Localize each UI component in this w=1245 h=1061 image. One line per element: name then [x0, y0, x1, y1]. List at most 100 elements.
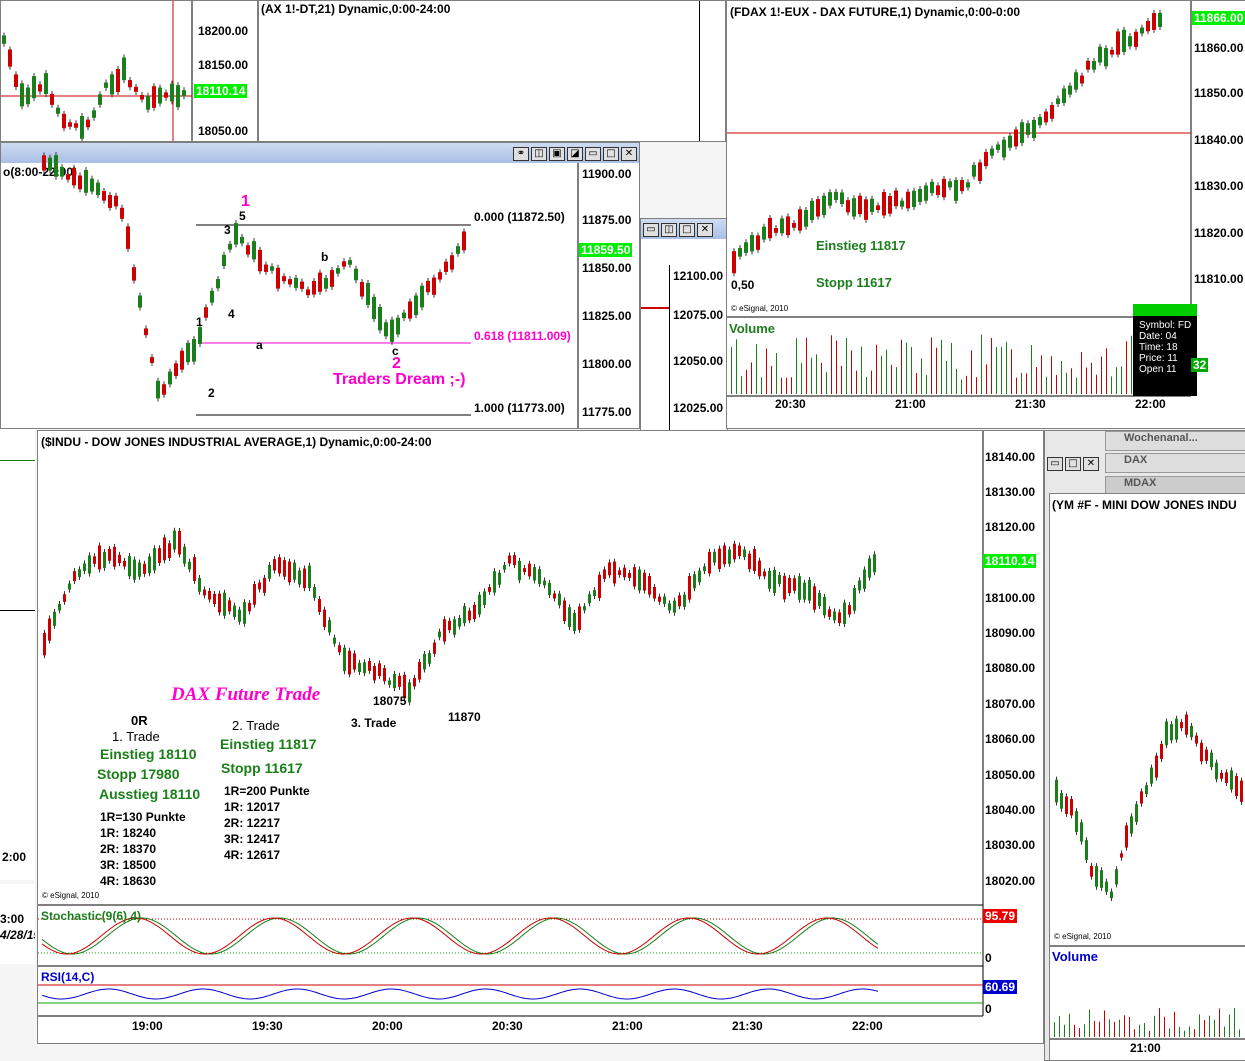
left-edge-time: 2:00: [2, 850, 27, 864]
candle: [833, 611, 836, 621]
candle: [253, 584, 256, 605]
fdax-main-ytick: 11830.00: [1194, 179, 1244, 193]
candle: [438, 272, 442, 280]
candle: [258, 249, 262, 272]
volume-bar: [926, 375, 927, 394]
fib-bot-label: 1.000 (11773.00): [474, 401, 565, 415]
volume-bar: [1234, 1007, 1235, 1037]
r2b: 2R: 12217: [224, 816, 281, 830]
maximize-icon[interactable]: □: [603, 147, 619, 161]
candle: [1225, 772, 1228, 783]
candle: [1140, 791, 1143, 804]
indu-ytick: 18060.00: [985, 732, 1036, 746]
stoch-zero: 0: [985, 951, 992, 965]
candle: [573, 612, 576, 631]
stopp1: Stopp 17980: [97, 766, 180, 782]
candle: [954, 180, 958, 201]
fdax-main-chart[interactable]: (FDAX 1!-EUX - DAX FUTURE,1) Dynamic,0:0…: [726, 0, 1245, 429]
fdax-mid-chart[interactable]: ⚭ ◫ ▣ ◪ ▭ □ ✕ o(8:00-22:00) 0.000 (11872…: [0, 142, 640, 429]
candle: [8, 49, 12, 67]
candle: [218, 593, 221, 613]
candle: [360, 281, 364, 297]
candle: [128, 80, 132, 88]
stoch-value: 95.79: [983, 909, 1018, 923]
volume-bar: [981, 334, 982, 394]
ym-chart[interactable]: (YM #F - MINI DOW JONES INDU © eSignal, …: [1049, 493, 1245, 1060]
maximize-icon[interactable]: □: [679, 223, 695, 237]
candle: [1134, 31, 1138, 47]
candle: [858, 195, 862, 215]
close-icon[interactable]: ✕: [697, 223, 713, 237]
volume-bar: [1066, 372, 1067, 394]
minimize-icon[interactable]: ▭: [1047, 457, 1063, 471]
tab-label: Wochenanal...: [1124, 432, 1198, 444]
candle: [378, 306, 382, 331]
candle: [942, 178, 946, 198]
volume-bar: [1071, 368, 1072, 394]
candle: [1175, 718, 1178, 740]
candle: [996, 144, 1000, 150]
candle: [143, 563, 146, 574]
candle: [176, 85, 180, 108]
candle: [732, 251, 736, 274]
candle: [114, 195, 118, 207]
volume-bar: [1214, 1019, 1215, 1037]
tile-icon[interactable]: ▣: [549, 147, 565, 161]
volume-bar: [971, 350, 972, 394]
volume-bar: [1114, 1021, 1115, 1037]
candle: [183, 546, 186, 564]
candle: [870, 198, 874, 213]
volume-bar: [956, 368, 957, 394]
fit-icon[interactable]: ◪: [567, 147, 583, 161]
link-icon[interactable]: ⚭: [513, 147, 529, 161]
tab-dax[interactable]: DAX: [1105, 453, 1245, 473]
close-icon[interactable]: ✕: [1083, 457, 1099, 471]
candle: [673, 600, 676, 613]
candle: [92, 110, 96, 118]
candle: [728, 549, 731, 564]
candle: [348, 650, 351, 675]
candle: [1095, 866, 1098, 887]
tab-wochenanalyse[interactable]: Wochenanal...: [1105, 431, 1245, 451]
candle: [774, 228, 778, 233]
candle: [192, 339, 196, 362]
dax-small-chart[interactable]: 18200.00 18150.00 18110.14 18050.00: [0, 0, 258, 142]
r1-def: 1R=130 Punkte: [100, 810, 186, 824]
candle: [488, 587, 491, 592]
candle: [748, 553, 751, 570]
restore-icon[interactable]: ◫: [661, 223, 677, 237]
indu-xtick: 19:00: [132, 1019, 163, 1033]
indu-xtick: 21:30: [732, 1019, 763, 1033]
candle: [122, 57, 126, 81]
maximize-icon[interactable]: □: [1065, 457, 1081, 471]
candle: [88, 555, 91, 574]
volume-bar: [931, 337, 932, 394]
volume-bar: [811, 357, 812, 394]
volume-bar: [1104, 1010, 1105, 1037]
close-icon[interactable]: ✕: [621, 147, 637, 161]
restore-icon[interactable]: ◫: [531, 147, 547, 161]
small-mid-chart[interactable]: ▭ ◫ □ ✕ 12100.00 12075.00 12050.00 12025…: [640, 218, 728, 432]
volume-bar: [921, 358, 922, 394]
candle: [593, 590, 596, 596]
indu-chart[interactable]: ($INDU - DOW JONES INDUSTRIAL AVERAGE,1)…: [37, 430, 1044, 1044]
volume-bar: [796, 338, 797, 394]
wave-2-pink: 2: [392, 355, 401, 372]
volume-bar: [1061, 361, 1062, 394]
candle: [768, 570, 771, 589]
minimize-icon[interactable]: ▭: [585, 147, 601, 161]
minimize-icon[interactable]: ▭: [643, 223, 659, 237]
candle: [66, 174, 70, 180]
candle: [80, 116, 84, 139]
candle: [803, 582, 806, 600]
volume-bar: [1134, 1029, 1135, 1037]
candle: [108, 194, 112, 208]
volume-bar: [891, 364, 892, 394]
candle: [668, 603, 671, 611]
indu-ytick: 18140.00: [985, 450, 1036, 464]
rsi-label: RSI(14,C): [41, 970, 95, 984]
candle: [738, 248, 742, 257]
tab-mdax[interactable]: MDAX: [1105, 476, 1245, 494]
right-panel[interactable]: Wochenanal... ▭ □ ✕ DAX MDAX (YM #F - MI…: [1044, 430, 1245, 1061]
ax-chart-window[interactable]: (AX 1!-DT,21) Dynamic,0:00-24:00: [258, 0, 726, 142]
